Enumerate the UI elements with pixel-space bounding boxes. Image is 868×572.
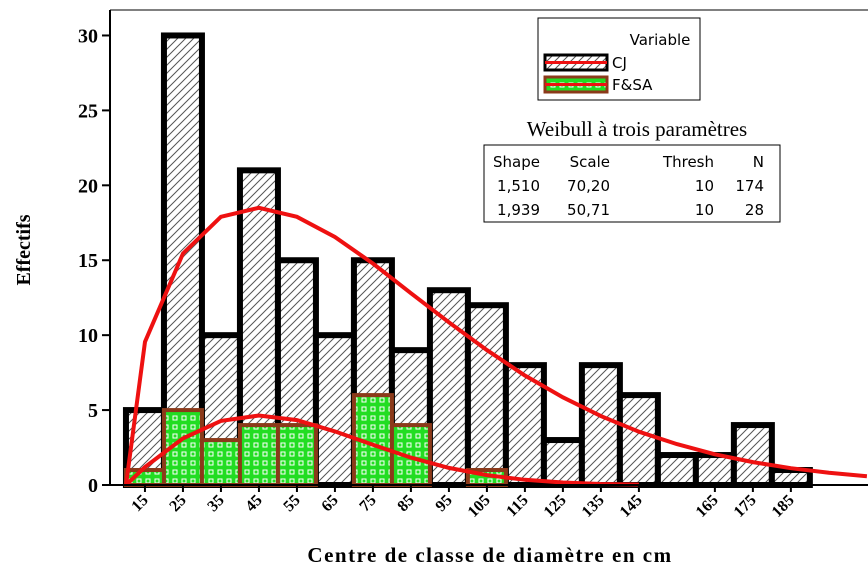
bar <box>654 452 699 489</box>
fit-table-cell: 50,71 <box>567 201 610 219</box>
bar <box>464 302 509 488</box>
y-tick-label: 30 <box>78 25 98 47</box>
fit-table-header: Scale <box>570 153 610 171</box>
fit-table-cell: 1,939 <box>497 201 540 219</box>
x-tick-label: 125 <box>541 492 570 521</box>
bar <box>502 362 547 489</box>
bar <box>616 392 661 488</box>
fit-table-header: Shape <box>493 153 540 171</box>
y-tick-label: 10 <box>78 325 98 347</box>
fit-table-cell: 10 <box>695 201 714 219</box>
x-tick-label: 65 <box>318 492 341 515</box>
y-tick-label: 5 <box>88 400 98 422</box>
y-tick-label: 0 <box>88 475 98 497</box>
y-axis-label: Effectifs <box>13 214 35 285</box>
bar <box>312 332 357 488</box>
fit-curves <box>124 205 868 487</box>
x-tick-label: 135 <box>579 492 608 521</box>
x-tick-label: 115 <box>503 492 531 520</box>
bar <box>692 452 737 489</box>
bar <box>730 422 775 488</box>
bar <box>237 423 280 487</box>
x-tick-label: 35 <box>204 492 227 515</box>
x-axis-label: Centre de classe de diamètre en cm <box>307 543 672 567</box>
bar <box>199 438 242 488</box>
axes: 0 5 10 15 20 25 30 15 25 35 45 55 65 75 85 95 105 115 125 1… <box>78 9 868 521</box>
x-tick-label: 45 <box>242 492 265 515</box>
bar <box>578 362 623 489</box>
fit-table-title: Weibull à trois paramètres <box>527 117 747 141</box>
fit-curve <box>124 205 868 486</box>
fit-table-cell: 28 <box>745 201 764 219</box>
x-tick-label: 105 <box>465 492 494 521</box>
y-tick-label: 20 <box>78 175 98 197</box>
x-tick-label: 95 <box>432 492 455 515</box>
fit-table-header: N <box>753 153 764 171</box>
x-tick-label: 55 <box>280 492 303 515</box>
fit-table-box <box>483 144 781 223</box>
x-tick-label: 85 <box>394 492 417 515</box>
fit-table-header: Thresh <box>662 153 714 171</box>
x-tick-label: 175 <box>731 492 760 521</box>
fit-table-cell: 174 <box>735 177 764 195</box>
bar <box>540 437 585 489</box>
bar <box>426 287 471 488</box>
fit-curve <box>124 413 639 487</box>
x-tick-label: 165 <box>693 492 722 521</box>
legend: Variable CJ F&SA <box>537 17 701 101</box>
fit-table-cell: 10 <box>695 177 714 195</box>
fit-table-cell: 70,20 <box>567 177 610 195</box>
x-tick-label: 15 <box>128 492 151 515</box>
bar <box>275 423 318 487</box>
legend-title: Variable <box>630 31 691 49</box>
x-tick-label: 145 <box>617 492 646 521</box>
legend-label: CJ <box>612 54 627 72</box>
x-tick-label: 25 <box>166 492 189 515</box>
legend-label: F&SA <box>612 76 653 94</box>
fit-table-cell: 1,510 <box>497 177 540 195</box>
fit-table: Weibull à trois paramètres Shape Scale Thr… <box>483 117 781 223</box>
x-tick-label: 185 <box>769 492 798 521</box>
y-tick-label: 25 <box>78 100 98 122</box>
bar <box>768 467 813 489</box>
bars <box>122 32 813 489</box>
x-tick-label: 75 <box>356 492 379 515</box>
y-tick-label: 15 <box>78 250 98 272</box>
